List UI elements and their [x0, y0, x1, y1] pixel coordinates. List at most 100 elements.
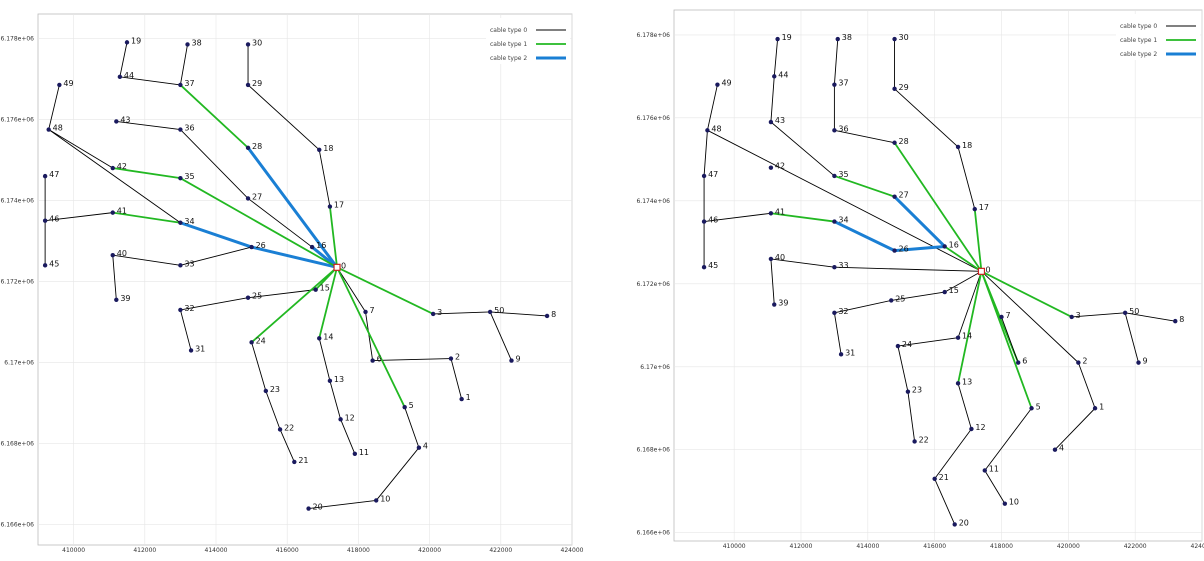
node-label-4: 4	[423, 442, 428, 451]
cable-50-9	[1124, 312, 1139, 364]
turbine-point-1	[459, 396, 464, 402]
node-label-38: 38	[842, 33, 852, 42]
plot-area	[37, 13, 573, 546]
node-label-46: 46	[49, 215, 59, 224]
turbine-point-2	[448, 356, 454, 361]
node-label-23: 23	[270, 385, 280, 394]
cable-0-33	[833, 266, 982, 272]
x-tick-label: 420000	[1057, 543, 1080, 550]
node-label-45: 45	[49, 259, 59, 268]
node-label-36: 36	[184, 124, 194, 133]
node-label-37: 37	[184, 79, 194, 88]
cable-6-7	[1001, 316, 1019, 364]
legend-label-1: cable type 1	[1120, 37, 1157, 44]
turbine-point-2	[1076, 360, 1081, 365]
turbine-point-37	[178, 82, 183, 88]
turbine-point-30	[245, 42, 251, 47]
cable-26-34	[178, 221, 254, 249]
turbine-point-38	[185, 42, 190, 47]
cable-48-47	[703, 129, 708, 177]
cable-17-18	[318, 149, 331, 207]
cable-15-25	[890, 291, 946, 301]
turbine-point-49	[715, 82, 720, 87]
node-label-1: 1	[466, 393, 471, 402]
turbine-point-47	[701, 173, 707, 179]
y-tick-label: 6.172e+06	[636, 281, 670, 288]
legend-label-1: cable type 1	[490, 41, 527, 48]
cable-2-1	[1077, 362, 1096, 409]
node-label-2: 2	[1082, 357, 1087, 366]
node-label-2: 2	[455, 353, 460, 362]
node-label-11: 11	[359, 448, 369, 457]
legend-label-0: cable type 0	[1120, 23, 1157, 30]
node-label-9: 9	[1143, 357, 1148, 366]
node-label-0: 0	[341, 261, 346, 270]
turbine-point-50	[487, 309, 493, 315]
y-tick-label: 6.178e+06	[0, 35, 34, 42]
cable-40-39	[112, 254, 117, 301]
chart-panel-left: 410000 412000 414000 416000 418000 420000 4220…	[0, 0, 602, 557]
turbine-point-35	[832, 173, 837, 179]
turbine-point-42	[768, 165, 774, 170]
node-label-26: 26	[256, 241, 266, 250]
cable-36-43	[115, 120, 181, 130]
turbine-point-50	[1122, 310, 1128, 316]
node-label-50: 50	[1129, 307, 1139, 316]
turbine-point-39	[114, 297, 119, 302]
cable-16-27	[247, 197, 313, 248]
node-label-41: 41	[775, 207, 785, 216]
cable-35-42	[111, 167, 182, 180]
turbine-point-39	[772, 302, 777, 307]
turbine-point-5	[1029, 406, 1034, 411]
turbine-point-25	[245, 295, 251, 300]
node-label-27: 27	[252, 192, 262, 201]
turbine-point-36	[178, 127, 183, 132]
cable-23-22	[907, 391, 916, 442]
turbine-point-23	[263, 388, 269, 394]
turbine-point-32	[832, 310, 837, 316]
x-tick-label: 422000	[489, 547, 512, 554]
node-label-41: 41	[117, 207, 127, 216]
node-label-6: 6	[1022, 357, 1027, 366]
y-tick-label: 6.176e+06	[636, 115, 670, 122]
legend-label-2: cable type 2	[490, 55, 527, 62]
turbine-point-43	[768, 119, 774, 125]
node-label-11: 11	[989, 464, 999, 473]
cable-17-18	[957, 146, 976, 210]
cable-0-7	[336, 266, 366, 313]
node-label-34: 34	[838, 216, 848, 225]
cable-16-27	[893, 195, 947, 248]
cable-10-20	[308, 499, 377, 509]
turbine-point-7	[999, 314, 1004, 320]
turbine-point-10	[1002, 501, 1008, 506]
node-label-21: 21	[939, 473, 949, 482]
turbine-point-11	[352, 451, 358, 456]
node-label-1: 1	[1099, 402, 1104, 411]
y-tick-label: 6.172e+06	[0, 279, 34, 286]
y-tick-label: 6.176e+06	[0, 116, 34, 123]
turbine-point-20	[306, 506, 311, 511]
y-tick-label: 6.17e+06	[640, 364, 670, 371]
x-tick-label: 414000	[205, 547, 228, 554]
cable-0-26	[250, 245, 339, 269]
turbine-point-37	[832, 82, 837, 87]
node-label-28: 28	[899, 137, 909, 146]
node-label-29: 29	[252, 79, 262, 88]
x-tick-label: 424000	[1191, 543, 1204, 550]
node-label-24: 24	[256, 336, 266, 345]
turbine-point-18	[317, 147, 322, 152]
turbine-point-1	[1092, 406, 1098, 411]
turbine-point-14	[955, 335, 961, 340]
cable-43-44	[770, 75, 775, 123]
cable-16-26	[893, 244, 947, 253]
cable-0-3	[980, 270, 1073, 318]
node-label-20: 20	[313, 503, 323, 512]
y-tick-label: 6.178e+06	[636, 32, 670, 39]
turbine-point-24	[895, 343, 901, 349]
node-label-36: 36	[838, 124, 848, 133]
cable-28-37	[179, 84, 249, 149]
cable-13-12	[957, 382, 972, 430]
cable-37-38	[833, 38, 839, 86]
node-label-31: 31	[195, 344, 205, 353]
y-tick-label: 6.168e+06	[0, 441, 34, 448]
